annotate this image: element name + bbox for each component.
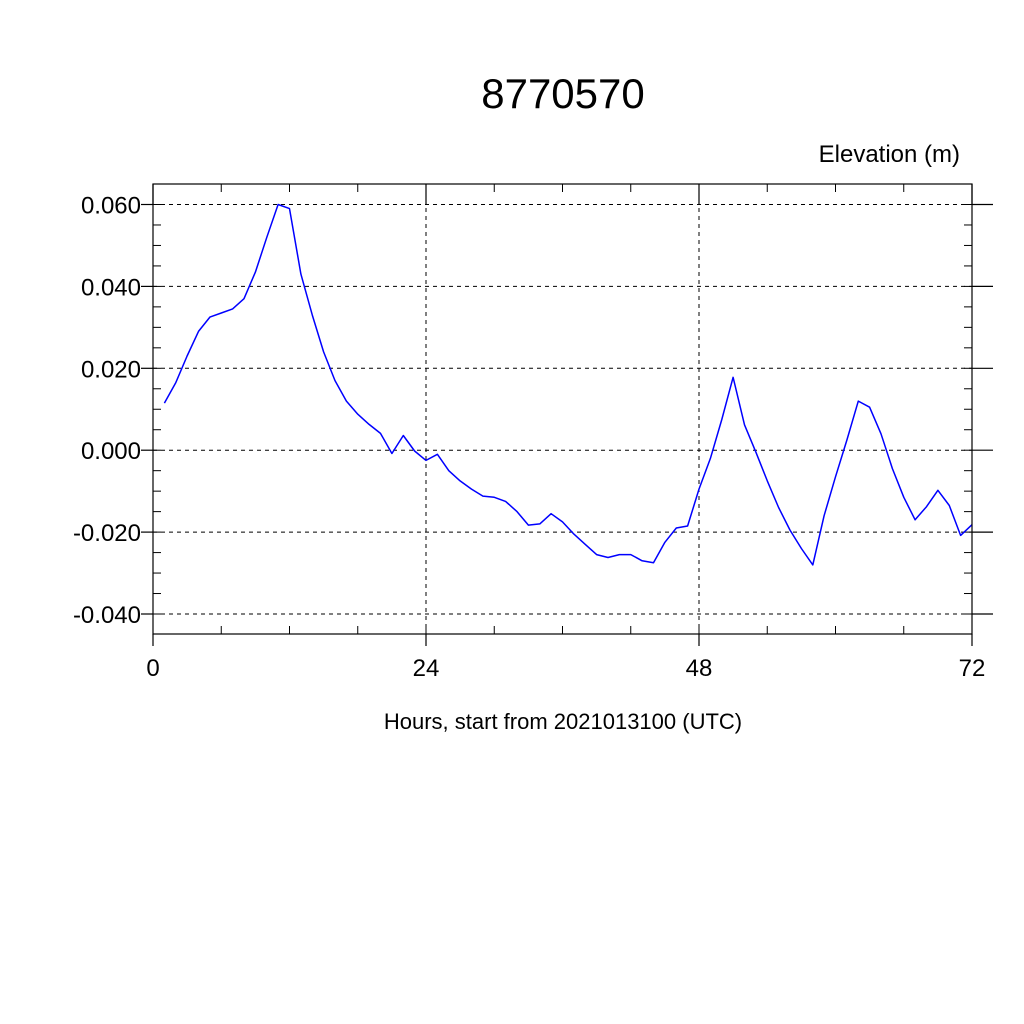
x-tick-labels: 0 24 48 72 — [146, 655, 985, 682]
series-group — [163, 203, 973, 566]
chart-subtitle: Elevation (m) — [819, 141, 960, 168]
x-tick-label: 0 — [146, 655, 159, 682]
chart-title: 8770570 — [481, 70, 645, 117]
elevation-series-line — [163, 203, 973, 566]
x-axis-label: Hours, start from 2021013100 (UTC) — [384, 709, 742, 734]
y-tick-label: 0.020 — [81, 356, 141, 383]
y-tick-labels: -0.040 -0.020 0.000 0.020 0.040 0.060 — [73, 193, 141, 630]
x-tick-label: 72 — [959, 655, 986, 682]
y-tick-label: 0.040 — [81, 274, 141, 301]
grid-lines — [153, 184, 972, 634]
x-tick-label: 48 — [686, 655, 713, 682]
y-tick-label: -0.040 — [73, 602, 141, 629]
axis-ticks — [141, 184, 993, 646]
y-tick-label: 0.000 — [81, 438, 141, 465]
plot-frame — [152, 183, 973, 635]
y-tick-label: 0.060 — [81, 193, 141, 220]
x-tick-label: 24 — [413, 655, 440, 682]
y-tick-label: -0.020 — [73, 520, 141, 547]
